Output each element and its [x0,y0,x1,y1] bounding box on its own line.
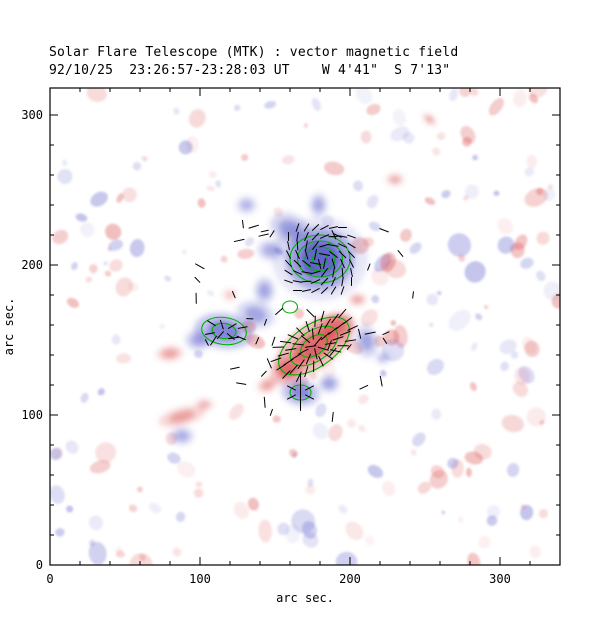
negative-flux-blob [354,325,379,358]
negative-flux-blob [236,196,257,214]
negative-flux-blob [254,277,275,304]
positive-flux-blob [156,345,184,362]
negative-flux-blob [318,374,340,393]
y-tick-label: 300 [21,108,43,122]
x-axis-label: arc sec. [276,591,334,605]
negative-flux-blob [269,212,311,246]
positive-flux-blob [257,377,278,393]
axes-layer: 0 100 200 300 0 100 200 300 arc sec. arc sec. [2,87,561,605]
plot-content [50,88,560,565]
y-axis-label: arc sec. [2,298,16,356]
negative-flux-blob [257,239,284,261]
x-tick-label: 200 [339,572,361,586]
positive-flux-blob [222,289,238,301]
positive-flux-blob [348,293,367,306]
negative-flux-blob [309,193,328,217]
positive-flux-blob [423,113,436,126]
blob-layer [156,113,436,445]
positive-flux-blob [195,398,214,411]
x-tick-label: 0 [46,572,53,586]
plot-subtitle: 92/10/25 23:26:57-23:28:03 UT W 4'41" S … [49,63,451,78]
y-tick-label: 0 [36,558,43,572]
vector-layer [194,219,414,422]
x-tick-label: 100 [189,572,211,586]
x-tick-label: 300 [489,572,511,586]
y-tick-label: 100 [21,408,43,422]
y-tick-label: 200 [21,258,43,272]
negative-flux-blob [375,352,391,364]
positive-flux-blob [158,405,206,428]
negative-flux-blob [185,329,212,351]
positive-flux-blob [386,173,404,186]
negative-flux-blob [170,427,194,445]
plot-title: Solar Flare Telescope (MTK) : vector mag… [49,45,459,60]
